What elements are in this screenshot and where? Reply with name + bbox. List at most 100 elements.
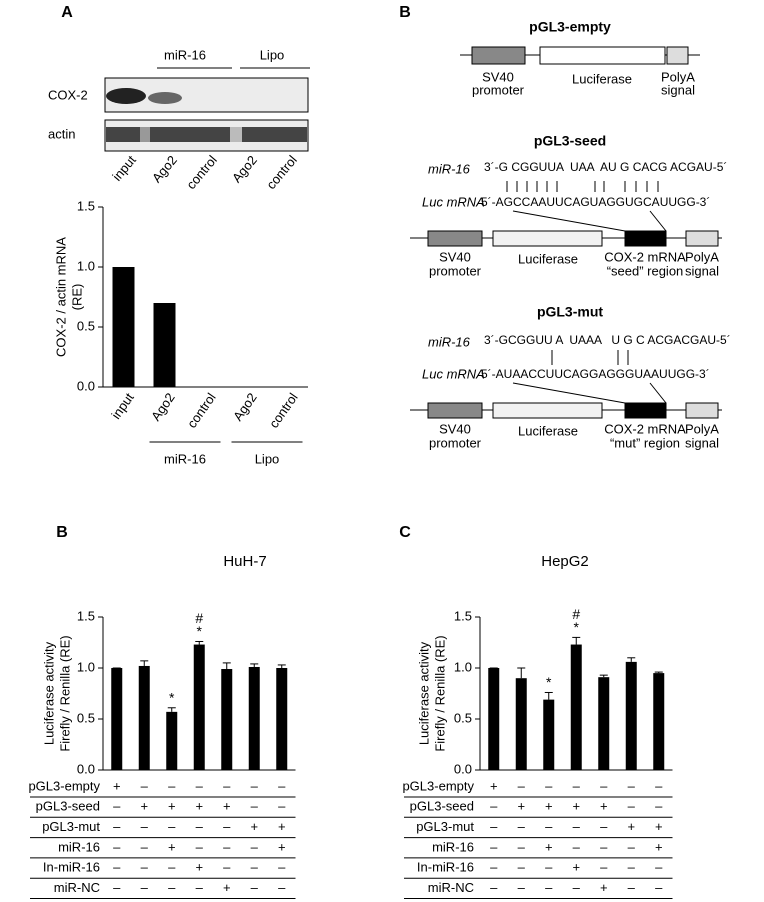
condition-sign: –: [518, 860, 526, 875]
y-tick-label: 0.0: [454, 761, 472, 776]
bar: [570, 644, 582, 770]
bar: [625, 661, 637, 770]
condition-label: In-miR-16: [417, 860, 474, 875]
condition-sign: –: [655, 880, 663, 895]
box-label: PolyA: [661, 69, 695, 84]
condition-sign: –: [196, 880, 204, 895]
condition-sign: –: [518, 880, 526, 895]
condition-sign: –: [490, 799, 498, 814]
box-label: Luciferase: [518, 423, 578, 438]
condition-sign: –: [223, 778, 231, 793]
box-label: SV40: [482, 69, 514, 84]
band: [148, 92, 182, 104]
panel-label: B: [399, 4, 411, 21]
x-tick-label: Ago2: [230, 390, 260, 423]
condition-label: pGL3-empty: [28, 778, 100, 793]
condition-sign: –: [628, 880, 636, 895]
condition-label: pGL3-mut: [416, 819, 474, 834]
significance-marker: #: [572, 606, 580, 622]
condition-sign: –: [490, 839, 498, 854]
condition-sign: +: [545, 839, 553, 854]
x-tick-label: control: [184, 390, 219, 431]
condition-sign: –: [113, 819, 121, 834]
condition-sign: –: [490, 860, 498, 875]
luc-label: Luc mRNA: [422, 366, 485, 381]
condition-sign: –: [278, 799, 286, 814]
condition-sign: –: [518, 839, 526, 854]
y-axis-label: Luciferase activity: [416, 641, 431, 745]
bar: [598, 677, 610, 770]
x-tick-label: control: [266, 390, 301, 431]
condition-sign: –: [223, 839, 231, 854]
y-tick-label: 1.0: [454, 659, 472, 674]
condition-sign: –: [655, 860, 663, 875]
condition-sign: –: [518, 778, 526, 793]
condition-sign: –: [655, 778, 663, 793]
luc-sequence: 5´-AUAACCUUCAGGAGGGUAAUUGG-3´: [481, 367, 710, 381]
y-tick-label: 1.5: [77, 608, 95, 623]
bar: [111, 668, 123, 770]
condition-sign: –: [113, 839, 121, 854]
y-axis-label: Firefly / Renilla (RE): [432, 635, 447, 751]
box-label: signal: [685, 435, 719, 450]
box-label: promoter: [429, 263, 482, 278]
condition-sign: +: [278, 839, 286, 854]
condition-sign: –: [223, 819, 231, 834]
blot-lane-label: Ago2: [229, 152, 260, 185]
y-tick-label: 0.5: [77, 318, 95, 333]
panel-label: C: [399, 524, 411, 541]
condition-sign: –: [600, 819, 608, 834]
condition-sign: +: [278, 819, 286, 834]
condition-sign: +: [140, 799, 148, 814]
bar: [515, 678, 527, 770]
condition-label: pGL3-empty: [402, 778, 474, 793]
condition-label: miR-NC: [428, 880, 474, 895]
y-tick-label: 1.0: [77, 659, 95, 674]
condition-sign: –: [573, 778, 581, 793]
significance-marker: *: [197, 623, 203, 639]
condition-sign: –: [628, 778, 636, 793]
condition-sign: –: [223, 860, 231, 875]
bar: [138, 665, 150, 770]
y-axis-label: (RE): [69, 284, 84, 311]
condition-sign: –: [113, 880, 121, 895]
significance-marker: *: [169, 689, 175, 705]
condition-sign: –: [600, 839, 608, 854]
group-label: Lipo: [255, 451, 280, 466]
condition-label: pGL3-seed: [410, 799, 474, 814]
bar: [543, 699, 555, 770]
band: [106, 127, 307, 142]
condition-sign: –: [573, 880, 581, 895]
condition-label: pGL3-seed: [36, 799, 100, 814]
condition-sign: –: [518, 819, 526, 834]
condition-sign: +: [600, 880, 608, 895]
group-label: miR-16: [164, 451, 206, 466]
condition-sign: –: [168, 880, 176, 895]
condition-sign: +: [195, 860, 203, 875]
significance-marker: *: [574, 619, 580, 635]
condition-sign: –: [196, 778, 204, 793]
condition-sign: –: [141, 880, 149, 895]
condition-sign: –: [251, 880, 259, 895]
condition-sign: –: [113, 860, 121, 875]
blot-lane-label: control: [183, 152, 220, 192]
x-tick-label: Ago2: [148, 390, 178, 423]
condition-sign: –: [490, 880, 498, 895]
y-axis-label: Luciferase activity: [41, 641, 56, 745]
condition-sign: –: [490, 819, 498, 834]
construct-title: pGL3-seed: [534, 133, 606, 149]
condition-sign: –: [545, 860, 553, 875]
y-axis-label: Firefly / Renilla (RE): [57, 635, 72, 751]
condition-sign: –: [545, 778, 553, 793]
condition-sign: +: [168, 839, 176, 854]
condition-sign: –: [600, 778, 608, 793]
box-label: PolyA: [685, 249, 719, 264]
condition-sign: +: [250, 819, 258, 834]
panel-label: B: [56, 524, 68, 541]
condition-label: In-miR-16: [43, 860, 100, 875]
construct-seed: [410, 181, 722, 247]
bar: [193, 644, 205, 770]
condition-sign: +: [113, 778, 121, 793]
condition-sign: –: [251, 778, 259, 793]
condition-sign: +: [517, 799, 525, 814]
